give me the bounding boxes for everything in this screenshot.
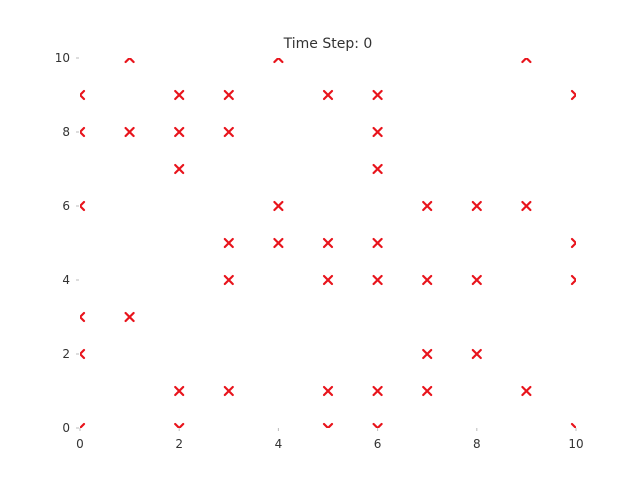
data-point	[223, 274, 234, 286]
data-point	[521, 385, 532, 397]
data-point	[372, 385, 383, 397]
y-tick-label: 0	[62, 421, 70, 435]
data-point	[372, 237, 383, 249]
data-point	[80, 200, 86, 212]
x-tick-label: 4	[275, 437, 283, 451]
data-point	[174, 163, 185, 175]
data-point	[80, 311, 86, 323]
data-point	[223, 237, 234, 249]
data-point	[174, 385, 185, 397]
x-tick-label: 10	[568, 437, 583, 451]
data-point	[372, 126, 383, 138]
data-point	[471, 274, 482, 286]
data-point	[422, 348, 433, 360]
data-point	[223, 385, 234, 397]
data-point	[80, 348, 86, 360]
x-tick-label: 8	[473, 437, 481, 451]
data-point	[273, 58, 284, 64]
data-point	[372, 89, 383, 101]
y-tick-label: 2	[62, 347, 70, 361]
y-tick-label: 8	[62, 125, 70, 139]
data-point	[322, 274, 334, 286]
data-point	[273, 200, 284, 212]
data-point	[174, 422, 185, 428]
data-point	[273, 237, 284, 249]
data-point	[80, 89, 86, 101]
x-tick-label: 0	[76, 437, 84, 451]
data-points	[80, 58, 576, 428]
data-point	[422, 200, 433, 212]
data-point	[372, 274, 383, 286]
chart-title: Time Step: 0	[283, 36, 373, 52]
x-axis-ticks: 0 2 4 6 8 10	[76, 428, 584, 451]
data-point	[322, 89, 334, 101]
x-tick-label: 6	[374, 437, 382, 451]
y-axis-ticks: 0 2 4 6 8 10	[55, 51, 79, 435]
data-point	[570, 237, 576, 249]
data-point	[422, 274, 433, 286]
data-point	[322, 422, 334, 428]
x-tick-label: 2	[175, 437, 183, 451]
data-point	[471, 200, 482, 212]
data-point	[372, 422, 383, 428]
data-point	[322, 237, 334, 249]
data-point	[521, 58, 532, 64]
data-point	[422, 385, 433, 397]
data-point	[80, 422, 86, 428]
data-point	[124, 58, 135, 64]
data-point	[80, 126, 86, 138]
y-tick-label: 10	[55, 51, 70, 65]
data-point	[570, 89, 576, 101]
data-point	[223, 126, 234, 138]
data-point	[174, 89, 185, 101]
data-point	[124, 311, 135, 323]
data-point	[124, 126, 135, 138]
data-point	[570, 422, 576, 428]
data-point	[471, 348, 482, 360]
data-point	[174, 126, 185, 138]
y-tick-label: 6	[62, 199, 70, 213]
data-point	[223, 89, 234, 101]
data-point	[322, 385, 334, 397]
data-point	[372, 163, 383, 175]
y-tick-label: 4	[62, 273, 70, 287]
data-point	[521, 200, 532, 212]
data-point	[570, 274, 576, 286]
